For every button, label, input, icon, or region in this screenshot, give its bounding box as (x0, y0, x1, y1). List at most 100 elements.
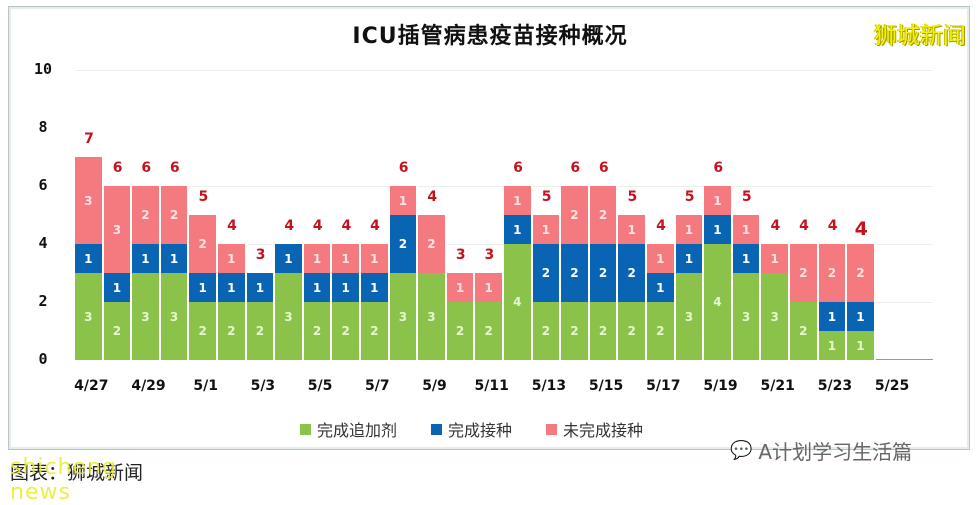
bar-segment: 1 (189, 273, 218, 302)
bar-segment: 2 (790, 302, 819, 360)
bar-segment: 1 (704, 186, 733, 215)
source-text: 图表：狮城新闻 (10, 462, 144, 484)
bar-segment: 2 (103, 302, 133, 360)
bar-segment: 3 (160, 273, 190, 360)
bar-segment: 1 (332, 244, 361, 273)
bar-total-label: 6 (570, 160, 581, 176)
bar-total-label: 6 (112, 160, 123, 176)
y-tick-label: 4 (38, 234, 48, 252)
x-tick-label: 5/17 (646, 378, 681, 394)
chart-title: ICU插管病患疫苗接种概况 (352, 24, 628, 49)
x-tick-label: 5/13 (531, 378, 567, 394)
gridline (75, 70, 933, 71)
bar-segment: 2 (303, 302, 333, 360)
bar-total-label: 5 (741, 189, 752, 205)
bar-segment: 1 (761, 244, 790, 273)
bar-total-label: 4 (370, 218, 380, 234)
bar-segment: 2 (160, 186, 190, 244)
bar-segment: 3 (418, 273, 447, 360)
bar-segment: 2 (361, 302, 390, 360)
bar-segment: 1 (332, 273, 361, 302)
y-tick-label: 0 (38, 350, 48, 368)
bar-segment: 3 (75, 273, 104, 360)
bar-segment: 1 (361, 244, 390, 273)
bar-segment: 2 (589, 302, 619, 360)
bar-segment: 4 (704, 244, 733, 360)
bar-total-label: 4 (427, 189, 438, 205)
x-tick-label: 5/21 (760, 378, 795, 394)
bar-total-label: 6 (598, 160, 609, 176)
bar-segment: 1 (303, 273, 333, 302)
y-tick-label: 6 (38, 176, 48, 194)
bar-total-label: 6 (398, 160, 409, 176)
bar-segment: 2 (189, 302, 218, 360)
bar-segment: 1 (818, 331, 848, 360)
bar-total-label: 3 (484, 247, 495, 263)
watermark-text: shicheng news (10, 455, 117, 505)
bar-segment: 1 (847, 302, 876, 331)
bar-total-label: 4 (227, 218, 237, 234)
bar-segment: 1 (504, 215, 533, 244)
x-tick-label: 5/19 (703, 378, 738, 394)
bar-total-label: 4 (854, 218, 868, 240)
bar-total-label: 5 (627, 189, 638, 205)
bar-segment: 3 (675, 273, 705, 360)
bar-segment: 1 (532, 215, 562, 244)
y-tick-label: 8 (38, 118, 48, 136)
x-tick-label: 5/23 (817, 378, 853, 394)
x-tick-label: 5/1 (193, 378, 218, 394)
bar-segment: 2 (446, 302, 476, 360)
bar-segment: 1 (504, 186, 533, 215)
bar-total-label: 4 (312, 218, 323, 234)
bar-total-label: 4 (656, 218, 666, 234)
bar-segment: 3 (389, 273, 419, 360)
x-tick-label: 5/11 (474, 378, 509, 394)
bar-segment: 2 (561, 186, 590, 244)
legend-item-unvaccinated: 未完成接种 (546, 417, 643, 441)
bar-segment: 1 (847, 331, 876, 360)
bar-segment: 2 (532, 244, 562, 302)
bar-segment: 2 (132, 186, 161, 244)
x-tick-label: 4/29 (131, 378, 166, 394)
legend-label: 完成追加剂 (317, 421, 398, 440)
bar-segment: 1 (732, 215, 762, 244)
bar-total-label: 4 (284, 218, 295, 234)
bar-segment: 3 (761, 273, 790, 360)
bar-segment: 1 (160, 244, 190, 273)
bar-total-label: 3 (455, 247, 466, 263)
account-name: A计划学习生活篇 (758, 440, 913, 464)
bar-segment: 1 (647, 244, 676, 273)
bar-segment: 2 (818, 244, 848, 302)
bar-segment: 1 (675, 215, 705, 244)
bar-segment: 1 (75, 244, 104, 273)
brand-logo: 狮城新闻 (874, 23, 966, 49)
bar-segment: 2 (847, 244, 876, 302)
bar-segment: 3 (132, 273, 161, 360)
bar-segment: 2 (589, 244, 619, 302)
bar-segment: 1 (647, 273, 676, 302)
bar-segment: 2 (532, 302, 562, 360)
bar-segment: 2 (332, 302, 361, 360)
x-tick-label: 5/7 (364, 378, 390, 394)
x-tick-label: 5/25 (874, 378, 910, 394)
bar-total-label: 5 (684, 189, 695, 205)
y-tick-label: 10 (33, 60, 53, 78)
bar-segment: 1 (103, 273, 133, 302)
legend-swatch-pink (546, 423, 558, 435)
bar-segment: 1 (618, 215, 647, 244)
bar-segment: 2 (589, 186, 619, 244)
bar-segment: 1 (303, 244, 333, 273)
